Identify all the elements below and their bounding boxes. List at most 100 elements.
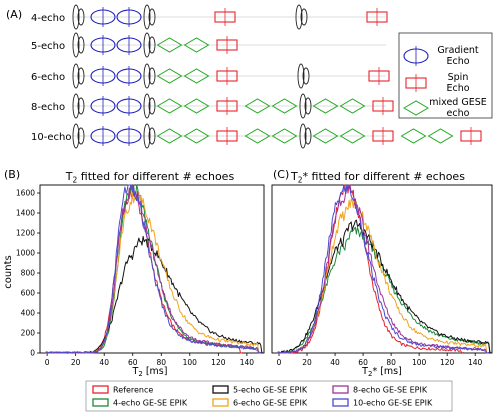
panel-b-title-sub: 2 [73,176,78,185]
rf-pulse-symbol [148,127,156,145]
sequence-row-label: 4-echo [31,13,65,24]
panel-c-xlabel-rest: * [ms] [372,366,401,377]
y-tick-label: 400 [21,309,36,318]
rf-pulse-symbol [143,63,151,89]
x-tick-label: 60 [128,358,138,367]
panel-c-xlabel-sub: 2 [368,370,372,378]
rf-pulse-symbol [299,93,307,119]
x-tick-label: 100 [183,358,198,367]
rf-pulse-symbol [72,93,80,119]
rf-pulse-symbol [72,4,80,30]
x-tick-label: 80 [157,358,167,367]
panel-b-xlabel-main: T [132,366,139,377]
panel-b-xlabel-sub: 2 [138,370,142,378]
series-line-reference [277,184,464,354]
sequence-legend-label: echo [447,108,470,119]
series-legend-item: 4-echo GE-SE EPIK [92,398,188,408]
rf-pulse-symbol [300,8,308,26]
x-tick-label: 0 [277,358,282,367]
rf-pulse-symbol [148,67,156,85]
series-legend-swatch [212,398,229,407]
x-tick-label: 20 [302,358,312,367]
rf-pulse-symbol [72,63,80,89]
panel-c-xlabel-main: T [361,366,368,377]
y-tick-label: 800 [21,269,36,278]
x-tick-label: 40 [330,358,340,367]
panel-c-title-main: T [290,170,298,183]
panel-b-plot: 0 20 40 60 80 100 120 1400200400600800100012001… [16,184,265,367]
x-tick-label: 100 [412,358,427,367]
rf-pulse-symbol [72,123,80,149]
sequence-legend-label: Gradient [437,45,479,56]
sequence-row: 10-echo [31,123,482,149]
rf-pulse-symbol [304,127,312,145]
gese-echo-symbol [156,98,183,114]
rf-pulse-symbol [302,67,310,85]
gese-echo-symbol [312,128,339,144]
gese-echo-symbol [312,98,339,114]
gese-echo-symbol [244,128,271,144]
x-tick-label: 120 [440,358,455,367]
series-line-10-echo-ge-se-epik [277,184,489,354]
x-tick-label: 120 [211,358,226,367]
gese-echo-symbol [271,98,298,114]
rf-pulse-symbol [304,97,312,115]
series-legend-swatch [212,385,229,394]
x-tick-label: 20 [71,358,81,367]
y-tick-label: 1200 [16,229,35,238]
panel-c-label: (C) [273,168,289,181]
plot-frame [39,184,265,354]
rf-pulse-symbol [299,123,307,149]
sequence-legend-label: mixed GESE [429,97,487,108]
rf-pulse-symbol [77,127,85,145]
rf-pulse-symbol [143,123,151,149]
panel-b-title-rest: fitted for different # echoes [77,170,234,183]
rf-pulse-symbol [77,97,85,115]
gese-echo-symbol [339,128,366,144]
rf-pulse-symbol [77,8,85,26]
panel-a-label: (A) [6,8,22,21]
x-tick-label: 140 [468,358,483,367]
series-legend-label: 10-echo GE-SE EPIK [353,399,433,408]
gese-echo-symbol [427,128,454,144]
rf-pulse-symbol [77,67,85,85]
sequence-legend-label: Echo [446,83,469,94]
series-legend-item: 5-echo GE-SE EPIK [212,385,308,395]
gese-echo-symbol [400,128,427,144]
rf-pulse-symbol [148,97,156,115]
y-tick-label: 1600 [16,189,35,198]
gese-echo-symbol [403,100,429,116]
rf-pulse-symbol [148,8,156,26]
panel-b-xlabel-rest: [ms] [143,366,168,377]
panel-c-title-sub: 2 [298,176,303,185]
y-tick-label: 1000 [16,249,35,258]
panel-c-title: T2* fitted for different # echoes [290,170,465,185]
panel-c-title-rest: * fitted for different # echoes [303,170,466,183]
panel-b-label: (B) [4,168,20,181]
gese-echo-symbol [156,68,183,84]
rf-pulse-symbol [295,4,303,30]
series-legend-swatch [332,398,349,407]
panel-a-sequence-diagram: (A) 4-echo 5-echo 6-echo 8-echo 10-echo Grad… [6,4,493,149]
series-legend-label: 6-echo GE-SE EPIK [233,399,308,408]
x-tick-label: 60 [358,358,368,367]
plot-frame [271,184,493,354]
panel-b-xlabel: T2 [ms] [132,366,168,378]
x-tick-label: 40 [99,358,109,367]
sequence-row: 8-echo [31,93,394,119]
y-tick-label: 1400 [16,209,35,218]
series-line-8-echo-ge-se-epik [277,184,490,354]
y-tick-label: 0 [30,349,35,358]
gese-echo-symbol [156,37,183,53]
series-legend-item: Reference [92,385,153,395]
sequence-row-label: 5-echo [31,41,65,52]
sequence-row: 6-echo [31,63,390,89]
gese-echo-symbol [183,68,210,84]
sequence-legend-label: Echo [446,56,469,67]
x-tick-label: 0 [45,358,50,367]
